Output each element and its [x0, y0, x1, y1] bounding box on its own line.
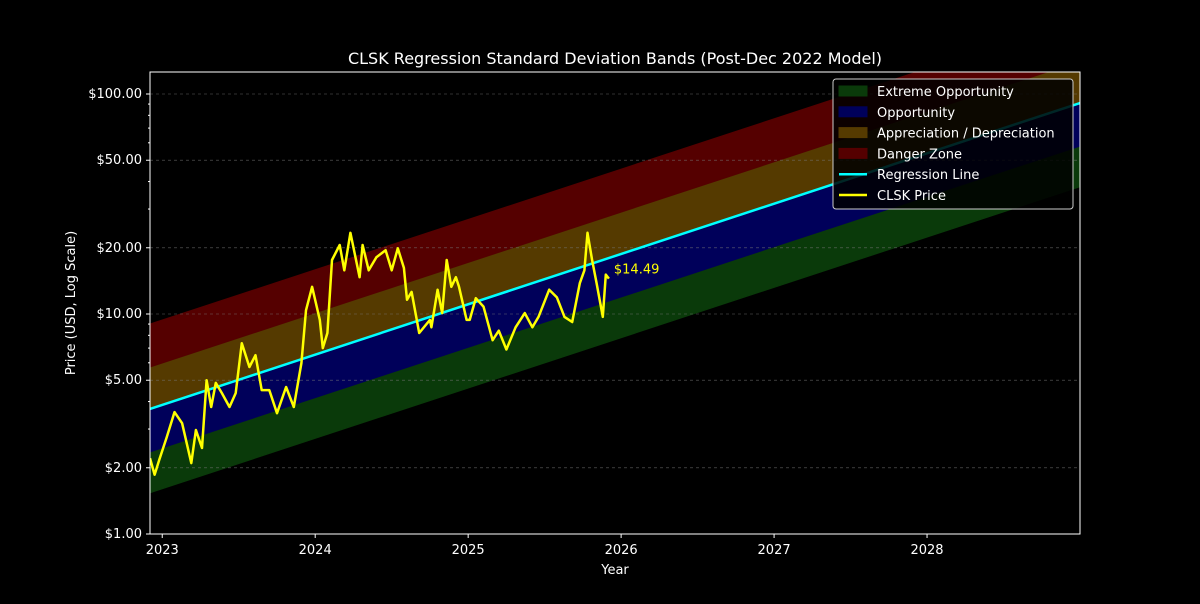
x-tick-label: 2028: [910, 543, 943, 558]
x-tick-label: 2023: [146, 543, 179, 558]
legend: Extreme Opportunity Opportunity Appreciati…: [832, 78, 1074, 210]
y-tick-label: $10.00: [97, 307, 143, 322]
legend-box: [832, 78, 1074, 210]
band-extreme-opportunity: [150, 145, 1080, 494]
y-tick-label: $5.00: [105, 373, 142, 388]
legend-label: Regression Line: [877, 168, 979, 183]
band-danger-zone: [150, 72, 1049, 368]
legend-label: Danger Zone: [877, 147, 962, 162]
x-tick-label: 2025: [452, 543, 485, 558]
y-tick-label: $50.00: [97, 153, 143, 168]
legend-swatch: [838, 147, 868, 159]
y-tick-label: $1.00: [105, 527, 142, 542]
legend-label: Opportunity: [877, 106, 955, 121]
y-axis-label: Price (USD, Log Scale): [64, 231, 79, 375]
legend-swatch: [838, 106, 868, 118]
y-tick-label: $2.00: [105, 461, 142, 476]
x-tick-label: 2026: [605, 543, 638, 558]
legend-label: Extreme Opportunity: [877, 85, 1014, 100]
x-axis-label: Year: [600, 563, 629, 578]
legend-swatch: [838, 127, 868, 139]
clsk-price-line: [150, 231, 610, 476]
plot-frame: [149, 71, 1081, 535]
chart-title: CLSK Regression Standard Deviation Bands…: [348, 49, 882, 68]
legend-label: Appreciation / Depreciation: [877, 127, 1055, 142]
y-tick-label: $100.00: [88, 87, 142, 102]
legend-label: CLSK Price: [877, 189, 946, 204]
x-tick-label: 2024: [299, 543, 332, 558]
legend-swatch: [838, 85, 868, 97]
y-tick-label: $20.00: [97, 241, 143, 256]
last-price-annotation: $14.49: [614, 263, 660, 278]
x-tick-label: 2027: [758, 543, 791, 558]
